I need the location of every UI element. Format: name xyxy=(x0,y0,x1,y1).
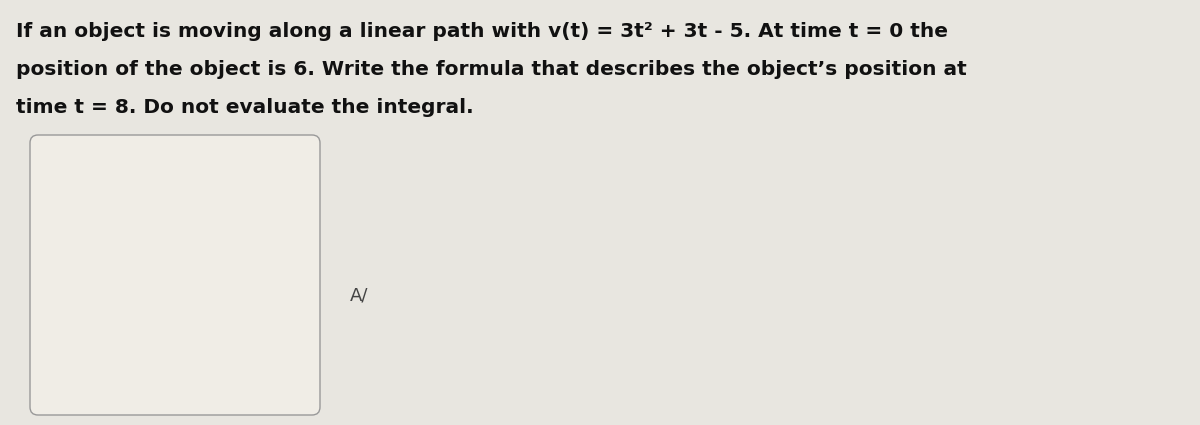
Text: position of the object is 6. Write the formula that describes the object’s posit: position of the object is 6. Write the f… xyxy=(16,60,967,79)
Text: If an object is moving along a linear path with v(t) = 3t² + 3t - 5. At time t =: If an object is moving along a linear pa… xyxy=(16,22,948,41)
Text: time t = 8. Do not evaluate the integral.: time t = 8. Do not evaluate the integral… xyxy=(16,98,474,117)
Text: A/: A/ xyxy=(350,286,368,304)
FancyBboxPatch shape xyxy=(30,135,320,415)
